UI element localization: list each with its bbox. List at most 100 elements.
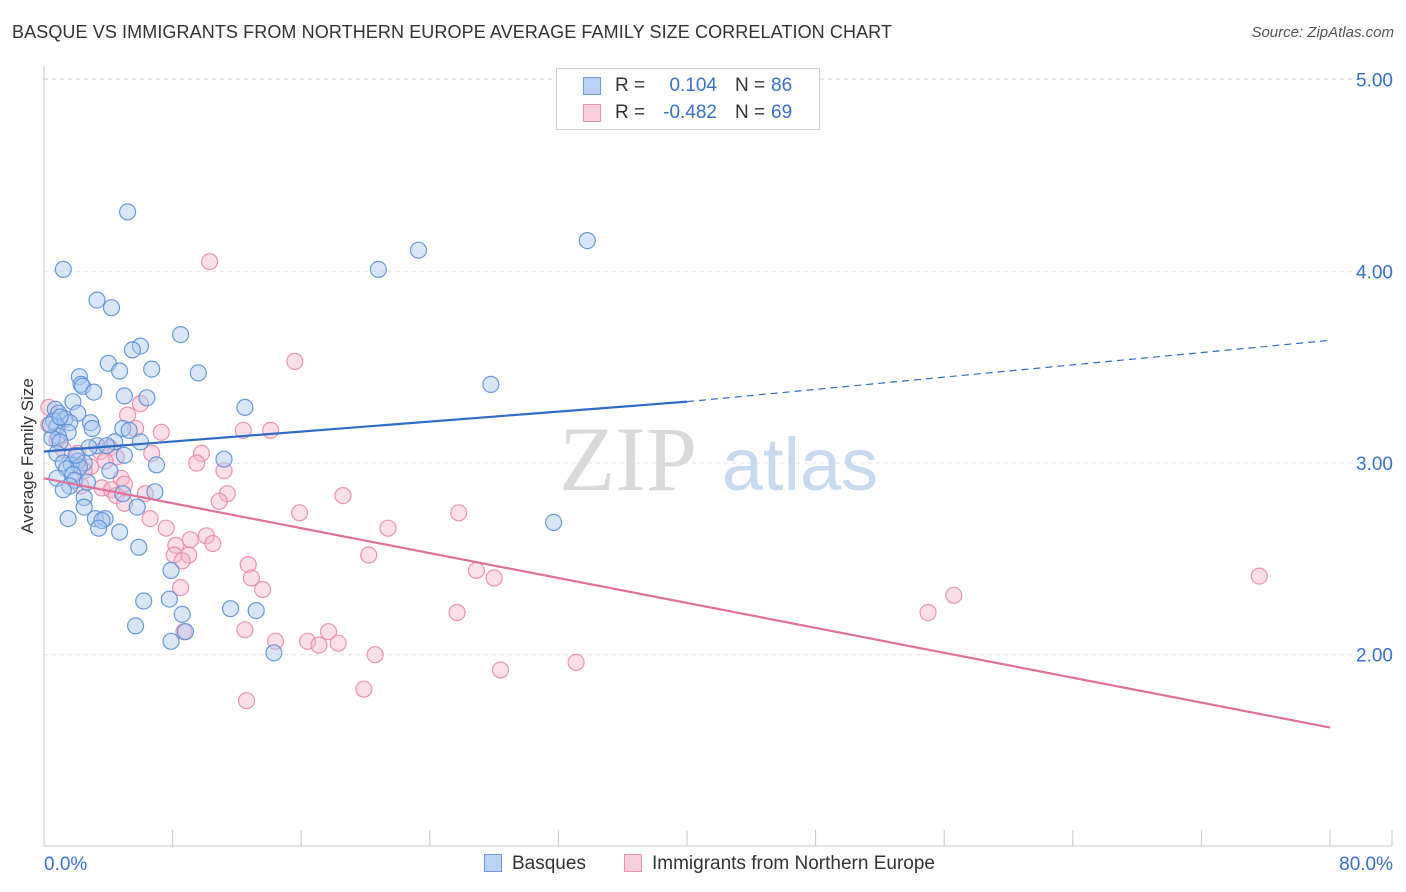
immigrants-point (173, 552, 191, 570)
basques-point (135, 592, 153, 610)
immigrants-point (919, 603, 937, 622)
basques-point (265, 644, 283, 662)
immigrants-point (141, 509, 159, 528)
immigrants-trend-line (43, 477, 1331, 729)
basques-point (86, 509, 105, 528)
basques-trend-extension (686, 339, 1331, 403)
immigrants-point (127, 419, 145, 438)
legend-row-immigrants: R = -0.482 N = 69 (557, 100, 819, 126)
basques-point (143, 360, 161, 378)
basques-point (115, 387, 134, 405)
immigrants-point (192, 444, 211, 462)
immigrants-point (360, 546, 378, 564)
watermark-atlas: atlas (722, 423, 878, 506)
immigrants-point (299, 632, 317, 650)
immigrants-point (204, 534, 222, 553)
immigrants-point (180, 546, 198, 564)
bottom-legend-basques[interactable]: Basques (484, 852, 586, 876)
x-tick-label: 0.0% (44, 854, 87, 875)
immigrants-point (467, 561, 485, 580)
immigrants-point (945, 586, 963, 604)
y-tick-label: 2.00 (1356, 646, 1393, 667)
basques-point (128, 498, 146, 516)
basques-point (110, 523, 129, 541)
n-label: N = (735, 75, 766, 96)
immigrants-point (172, 578, 190, 597)
immigrants-point (239, 555, 257, 574)
basques-point (59, 509, 77, 528)
legend-row-basques: R = 0.104 N = 86 (557, 73, 819, 99)
basques-points (41, 203, 596, 662)
r-value: 0.104 (669, 75, 717, 96)
basques-point (176, 623, 195, 641)
basques-point (75, 488, 93, 507)
basques-point (85, 383, 103, 401)
tick-labels: 2.00 3.00 4.00 5.00 0.0% 80.0% (44, 71, 1393, 875)
basques-point (482, 375, 500, 393)
immigrants-point (379, 519, 397, 537)
immigrants-point (152, 423, 170, 441)
immigrants-point (450, 504, 468, 522)
bottom-legend-immigrants[interactable]: Immigrants from Northern Europe (624, 852, 935, 876)
y-tick-label: 4.00 (1356, 262, 1393, 283)
axes (43, 66, 1393, 847)
n-label: N = (735, 102, 766, 123)
basques-point (131, 337, 149, 355)
basques-point (247, 601, 265, 620)
basques-point (409, 241, 428, 259)
watermark-zip: ZIP (559, 408, 697, 510)
immigrants-point (188, 454, 206, 472)
basques-point (118, 203, 137, 221)
immigrants-point (201, 253, 219, 271)
immigrants-point (291, 504, 309, 522)
basques-point (162, 561, 180, 580)
basques-point (67, 446, 85, 464)
immigrants-point (131, 395, 149, 413)
basques-point (172, 326, 190, 344)
y-tick-label: 3.00 (1356, 454, 1393, 475)
immigrants-point (254, 580, 272, 599)
immigrants-point (448, 603, 466, 622)
basques-point (578, 232, 596, 250)
basques-point (138, 389, 156, 407)
immigrants-point (319, 623, 338, 641)
basques-point (75, 498, 93, 516)
n-value: 69 (771, 102, 793, 123)
immigrants-point (237, 692, 256, 710)
immigrants-point (210, 492, 228, 510)
immigrants-legend-swatch (624, 854, 642, 872)
immigrants-point (329, 634, 347, 652)
basques-point (131, 433, 149, 451)
immigrants-point (1250, 567, 1268, 585)
basques-trend-line (43, 400, 688, 453)
basques-point (127, 617, 145, 635)
basques-point (90, 519, 108, 537)
basques-point (146, 483, 164, 501)
immigrants-point (567, 653, 585, 672)
basques-point (54, 260, 72, 278)
basques-point (43, 429, 61, 447)
immigrants-point (40, 398, 58, 416)
basques-point (215, 450, 233, 468)
basques-point (236, 398, 254, 416)
basques-point (173, 605, 191, 624)
immigrants-point (334, 487, 352, 505)
correlation-legend: R = 0.104 N = 86 R = -0.482 N = 69 (556, 68, 820, 130)
basques-point (102, 299, 121, 317)
basques-point (130, 538, 148, 556)
basques-point (544, 513, 563, 532)
immigrants-point (485, 569, 503, 587)
y-tick-label: 5.00 (1356, 71, 1393, 92)
immigrants-point (262, 421, 280, 439)
basques-legend-swatch (484, 854, 502, 872)
basques-legend-label: Basques (512, 853, 586, 874)
basques-point (369, 260, 387, 278)
immigrants-point (286, 352, 304, 370)
basques-swatch (583, 77, 601, 95)
x-tick-label: 80.0% (1339, 854, 1393, 875)
basques-point (110, 362, 129, 380)
r-value: -0.482 (663, 102, 717, 123)
chart-title: BASQUE VS IMMIGRANTS FROM NORTHERN EUROP… (12, 22, 893, 42)
immigrants-point (310, 636, 328, 654)
